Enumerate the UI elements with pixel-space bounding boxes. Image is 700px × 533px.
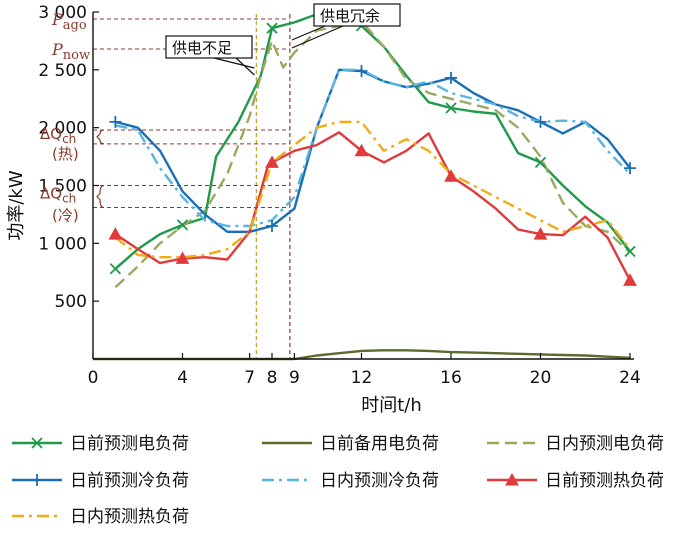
series-line-2 bbox=[114, 20, 631, 289]
series-marker-0 bbox=[266, 22, 278, 34]
delta-q-heat-note: (热) bbox=[52, 145, 79, 163]
x-axis-title: 时间t/h bbox=[361, 395, 422, 416]
legend-item: 日内预测电负荷 bbox=[487, 434, 664, 454]
series-marker-0 bbox=[176, 219, 189, 231]
legend-label: 日前备用电负荷 bbox=[320, 434, 439, 454]
y-tick-label: 2 000 bbox=[38, 119, 87, 139]
legend-item: 日前预测电负荷 bbox=[12, 434, 189, 454]
y-axis-title: 功率/kW bbox=[6, 170, 27, 240]
series-line-6 bbox=[114, 120, 631, 259]
series-marker-5 bbox=[533, 227, 548, 240]
legend-item: 日内预测热负荷 bbox=[12, 507, 189, 527]
delta-q-cold-sub: ch bbox=[62, 191, 76, 205]
y-tick-label: 1 000 bbox=[38, 234, 87, 254]
legend-label: 日内预测热负荷 bbox=[70, 507, 189, 527]
legend-label: 日内预测电负荷 bbox=[545, 434, 664, 454]
y-tick-label: 500 bbox=[55, 292, 87, 312]
series-marker-3 bbox=[445, 71, 457, 84]
p-now-label: Pnow bbox=[51, 40, 90, 63]
callout-surplus-text: 供电冗余 bbox=[320, 7, 380, 25]
y-tick-label: 1 500 bbox=[38, 177, 87, 197]
legend-item: 日内预测冷负荷 bbox=[262, 471, 439, 491]
series-marker-3 bbox=[109, 115, 122, 128]
legend-label: 日内预测冷负荷 bbox=[320, 471, 439, 491]
delta-q-heat-brace bbox=[96, 129, 105, 145]
series-marker-0 bbox=[624, 245, 636, 258]
legend-label: 日前预测冷负荷 bbox=[70, 471, 189, 491]
reference-lines bbox=[93, 14, 291, 359]
series-marker-3 bbox=[355, 64, 368, 77]
x-tick-label: 12 bbox=[351, 368, 373, 388]
series-markers bbox=[108, 20, 637, 286]
legend-marker bbox=[505, 472, 519, 486]
series-line-1 bbox=[93, 349, 631, 361]
series-marker-0 bbox=[534, 156, 547, 169]
legend-item: 日前预测冷负荷 bbox=[12, 471, 189, 491]
x-tick-label: 24 bbox=[619, 368, 641, 388]
series-line-4 bbox=[115, 68, 631, 228]
legend-item: 日前预测热负荷 bbox=[487, 471, 664, 491]
delta-q-heat-label: ΔQch bbox=[40, 125, 76, 146]
axes bbox=[92, 12, 634, 360]
p-ago-main: P bbox=[51, 10, 63, 29]
annotations: Pago Pnow ΔQch (热) ΔQch (冷) 供电不足 供电冗余 bbox=[40, 3, 401, 224]
x-tick-label: 7 bbox=[244, 368, 255, 388]
series-marker-3 bbox=[534, 115, 547, 128]
legend-marker bbox=[31, 474, 43, 486]
p-ago-sub: ago bbox=[63, 18, 87, 33]
x-tick-label: 4 bbox=[177, 368, 188, 388]
p-now-sub: now bbox=[63, 48, 90, 63]
legend-item: 日前备用电负荷 bbox=[262, 434, 439, 454]
callout-surplus-leader bbox=[291, 25, 326, 41]
legend-label: 日前预测电负荷 bbox=[70, 434, 189, 454]
callout-shortage-text: 供电不足 bbox=[172, 39, 232, 57]
callout-surplus-box bbox=[313, 3, 401, 27]
delta-q-cold-label: ΔQch bbox=[40, 184, 76, 205]
x-tick-label: 9 bbox=[289, 368, 300, 388]
x-tick-label: 8 bbox=[267, 368, 278, 388]
x-tick-label: 20 bbox=[530, 368, 552, 388]
callout-shortage-leader bbox=[235, 57, 255, 76]
x-tick-label: 0 bbox=[88, 368, 99, 388]
series-marker-3 bbox=[266, 219, 278, 232]
delta-q-heat-sub: ch bbox=[62, 132, 76, 146]
series-marker-5 bbox=[265, 155, 279, 168]
p-now-main: P bbox=[51, 40, 63, 59]
callout-shortage-box bbox=[165, 35, 253, 59]
p-ago-label: Pago bbox=[51, 10, 87, 33]
series-marker-0 bbox=[445, 102, 457, 114]
delta-q-cold-note: (冷) bbox=[52, 206, 79, 224]
series-marker-5 bbox=[444, 169, 458, 182]
legend-marker bbox=[31, 437, 43, 449]
axis-ticks: 0 4 7 8 9 12 16 20 24 500 1 000 1 500 2 000 2 500 3 00… bbox=[38, 3, 640, 388]
x-tick-label: 16 bbox=[440, 368, 462, 388]
series-marker-3 bbox=[624, 162, 636, 175]
callout-shortage-leader bbox=[213, 57, 255, 69]
callout-surplus-leader bbox=[291, 25, 344, 49]
series-marker-5 bbox=[623, 273, 637, 286]
legend-label: 日前预测热负荷 bbox=[545, 471, 664, 491]
series-marker-5 bbox=[175, 251, 190, 264]
series-marker-5 bbox=[108, 227, 123, 240]
delta-q-cold-main: ΔQ bbox=[40, 184, 62, 202]
series-marker-5 bbox=[354, 143, 369, 157]
delta-q-heat-main: ΔQ bbox=[40, 125, 62, 143]
delta-q-cold-brace bbox=[96, 184, 105, 209]
series-marker-0 bbox=[109, 263, 122, 275]
y-tick-label: 3 000 bbox=[38, 3, 87, 23]
y-tick-label: 2 500 bbox=[38, 61, 87, 81]
